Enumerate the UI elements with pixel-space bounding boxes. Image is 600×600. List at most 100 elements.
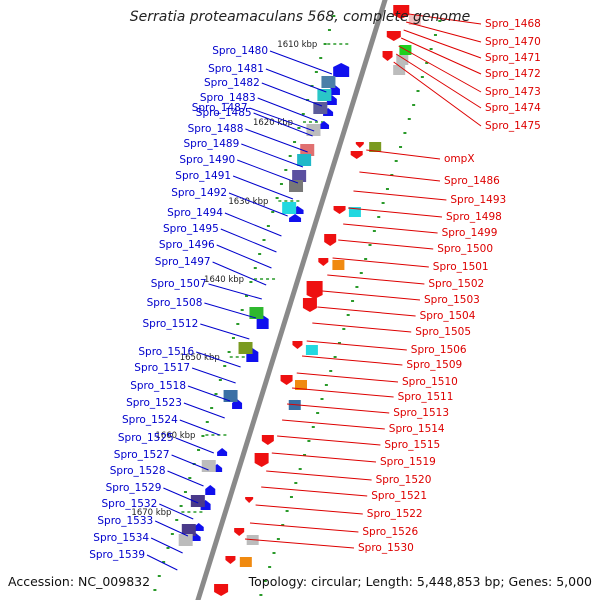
label-leader-line: [301, 355, 403, 366]
rail-dot: [333, 356, 337, 358]
gene-feature-box: [300, 144, 315, 156]
gene-label-right: Spro_1530: [358, 542, 414, 554]
reverse-gene-arrow: [386, 31, 401, 41]
reverse-gene-arrow: [306, 281, 323, 299]
label-leader-line: [269, 50, 333, 75]
gene-label-right: Spro_1522: [367, 508, 423, 520]
label-leader-line: [366, 149, 441, 160]
rail-dot: [355, 286, 359, 288]
reverse-gene-arrow: [254, 453, 269, 467]
label-leader-line: [179, 419, 220, 436]
rail-dot: [381, 202, 385, 204]
gene-label-left: Spro_1524: [122, 414, 178, 426]
label-leader-line: [220, 228, 277, 253]
gene-label-right: Spro_1501: [433, 261, 489, 273]
rail-dot: [279, 183, 283, 185]
rail-dot: [157, 575, 161, 577]
gene-label-right: Spro_1498: [446, 211, 502, 223]
rail-dot: [420, 76, 424, 78]
rail-dot: [263, 580, 267, 582]
gene-label-left: Spro_1523: [126, 397, 182, 409]
gene-label-right: Spro_1475: [485, 120, 541, 132]
label-leader-line: [408, 13, 482, 25]
gene-feature-box: [178, 534, 193, 546]
gene-label-left: Spro_1507: [151, 278, 207, 290]
gene-label-right: Spro_1509: [406, 359, 462, 371]
gene-feature-box: [181, 524, 196, 536]
gene-label-left: Spro_1497: [155, 256, 211, 268]
gene-feature-box: [408, 15, 421, 25]
gene-label-right: Spro_1468: [485, 18, 541, 30]
label-leader-line: [406, 21, 482, 43]
rail-dot: [319, 57, 323, 59]
label-leader-line: [154, 520, 189, 537]
rail-dot: [429, 48, 433, 50]
rail-dot: [385, 188, 389, 190]
rail-dot: [311, 426, 315, 428]
gene-label-right: Spro_1473: [485, 86, 541, 98]
rail-dot: [162, 561, 166, 563]
gene-label-left: Spro_1495: [163, 223, 219, 235]
rail-dot: [416, 90, 420, 92]
label-leader-line: [150, 537, 183, 554]
gene-label-left: Spro_1481: [208, 63, 264, 75]
rail-dot: [153, 589, 157, 591]
label-leader-line: [312, 322, 412, 333]
rail-dot: [175, 519, 179, 521]
rail-dot: [307, 440, 311, 442]
rail-dot: [332, 15, 336, 17]
rail-dot: [314, 71, 318, 73]
label-leader-line: [253, 112, 313, 137]
rail-dot: [231, 337, 235, 339]
rail-dot: [303, 454, 307, 456]
label-leader-line: [216, 244, 272, 269]
gene-feature-box: [396, 55, 409, 65]
label-leader-line: [332, 257, 429, 268]
rail-dot: [259, 594, 263, 596]
gene-label-left: Spro_1539: [89, 549, 145, 561]
label-leader-line: [171, 454, 209, 471]
gene-feature-box: [294, 380, 307, 390]
rail-dot: [425, 62, 429, 64]
rail-dot: [298, 468, 302, 470]
reverse-gene-arrow: [225, 556, 236, 564]
label-leader-line: [191, 367, 236, 384]
rail-dot: [342, 328, 346, 330]
rail-dot: [372, 230, 376, 232]
gene-label-right: Spro_1521: [371, 490, 427, 502]
rail-dot: [438, 20, 442, 22]
gene-feature-box: [369, 142, 382, 152]
rail-dot: [276, 538, 280, 540]
rail-dot: [320, 398, 324, 400]
reverse-gene-arrow: [333, 206, 346, 214]
reverse-gene-arrow: [302, 298, 317, 312]
rail-dot: [407, 118, 411, 120]
rail-dot: [346, 314, 350, 316]
label-leader-line: [266, 470, 372, 481]
gene-label-left: Spro_1489: [183, 138, 239, 150]
gene-feature-box: [223, 390, 238, 402]
label-leader-line: [277, 435, 381, 446]
rail-dot: [197, 449, 201, 451]
gene-feature-box: [306, 124, 321, 136]
rail-dot: [284, 169, 288, 171]
gene-label-left: Spro_1482: [204, 77, 260, 89]
label-leader-line: [249, 522, 359, 533]
rail-dot: [368, 244, 372, 246]
label-leader-line: [343, 223, 438, 234]
reverse-gene-arrow: [382, 51, 393, 61]
gene-feature-box: [282, 202, 297, 214]
gene-label-right: Spro_1503: [424, 294, 480, 306]
label-leader-line: [348, 207, 443, 218]
label-leader-line: [212, 261, 267, 286]
rail-dot: [218, 379, 222, 381]
gene-label-left: Spro_1483: [200, 92, 256, 104]
label-leader-line: [296, 372, 399, 383]
gene-label-left: Spro_1533: [97, 515, 153, 527]
label-leader-line: [395, 53, 482, 109]
rail-dot: [288, 155, 292, 157]
gene-feature-box: [317, 89, 332, 101]
gene-label-right: Spro_1474: [485, 102, 541, 114]
gene-label-left: Spro_1508: [147, 297, 203, 309]
